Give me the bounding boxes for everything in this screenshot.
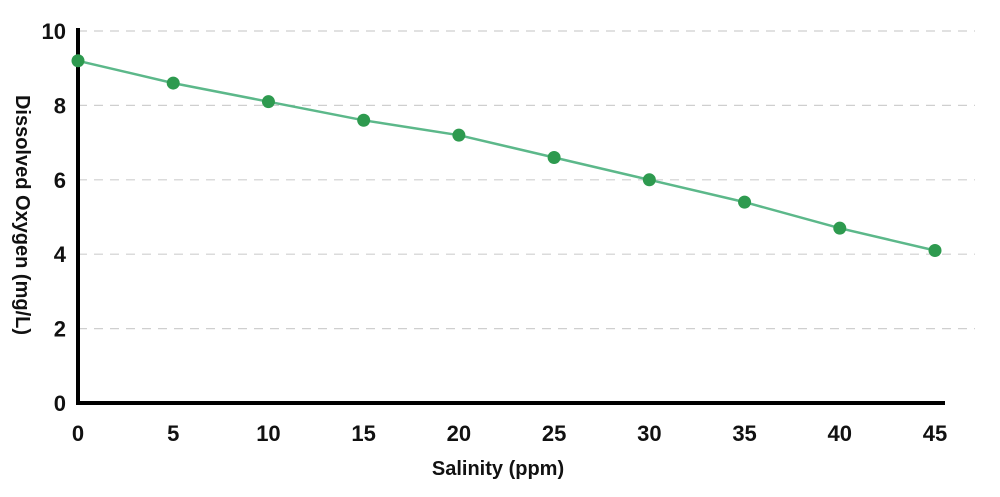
x-tick-label: 10 xyxy=(256,421,280,446)
x-tick-label: 5 xyxy=(167,421,179,446)
y-tick-label: 0 xyxy=(54,391,66,416)
data-point xyxy=(738,195,752,209)
data-point xyxy=(166,76,180,90)
x-tick-labels: 0 5 10 15 20 25 30 35 40 45 xyxy=(72,421,947,446)
x-axis-title: Salinity (ppm) xyxy=(432,458,564,480)
data-point xyxy=(261,95,275,109)
y-tick-label: 4 xyxy=(54,242,67,267)
x-tick-label: 15 xyxy=(351,421,375,446)
grid-lines xyxy=(78,30,975,330)
x-tick-label: 20 xyxy=(447,421,471,446)
y-axis-title: Dissolved Oxygen (mg/L) xyxy=(11,95,33,335)
data-point xyxy=(833,221,847,235)
data-point xyxy=(547,150,561,164)
x-tick-label: 40 xyxy=(828,421,852,446)
x-tick-label: 45 xyxy=(923,421,947,446)
series-line xyxy=(77,59,936,252)
x-tick-label: 35 xyxy=(732,421,756,446)
x-tick-label: 25 xyxy=(542,421,566,446)
x-tick-label: 0 xyxy=(72,421,84,446)
data-point xyxy=(452,128,466,142)
y-tick-label: 8 xyxy=(54,93,66,118)
y-tick-label: 10 xyxy=(42,19,66,44)
data-point xyxy=(642,173,656,187)
series-group xyxy=(71,54,942,257)
data-point xyxy=(357,113,371,127)
data-point xyxy=(71,54,85,68)
y-tick-label: 6 xyxy=(54,168,66,193)
y-tick-label: 2 xyxy=(54,317,66,342)
x-tick-label: 30 xyxy=(637,421,661,446)
data-point xyxy=(928,243,942,257)
y-tick-labels: 0 2 4 6 8 10 xyxy=(42,19,67,416)
